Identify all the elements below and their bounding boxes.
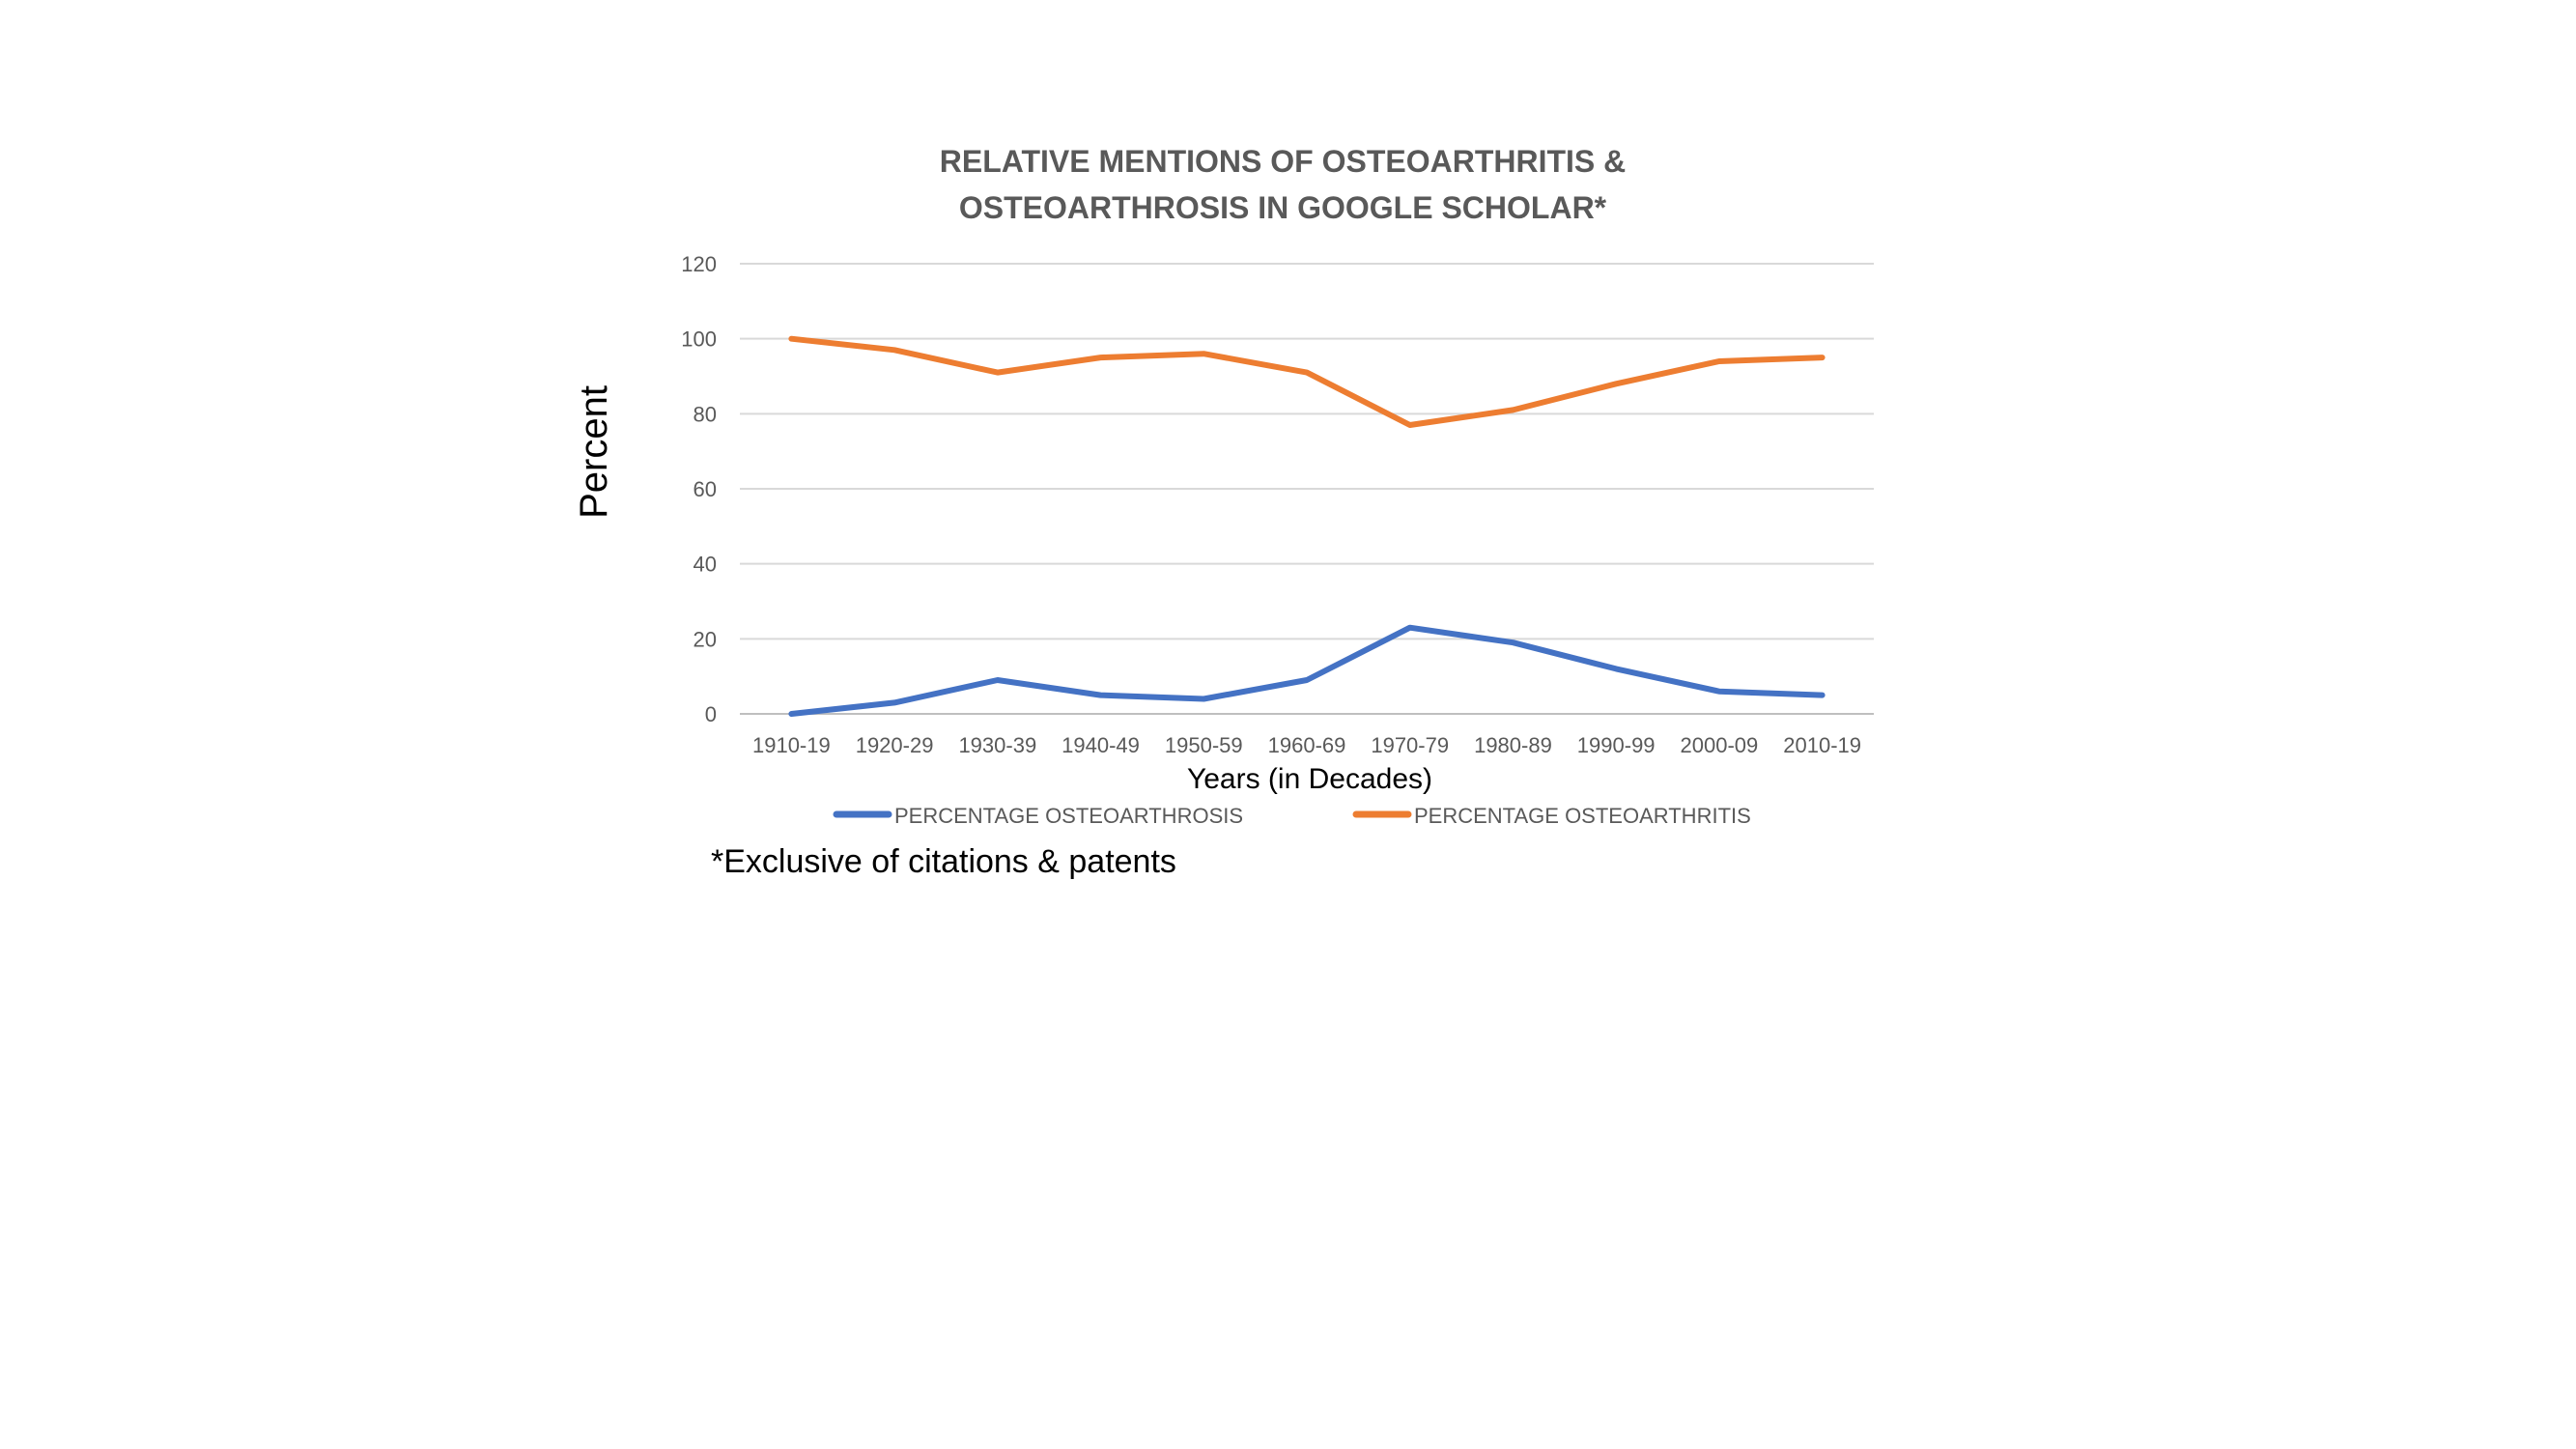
- x-tick-label: 2010-19: [1783, 733, 1861, 757]
- legend: PERCENTAGE OSTEOARTHROSIS PERCENTAGE OST…: [833, 804, 1751, 828]
- x-tick-label: 1950-59: [1165, 733, 1243, 757]
- y-tick-label: 0: [705, 702, 717, 726]
- y-tick-label: 80: [694, 402, 717, 426]
- legend-label-osteoarthrosis: PERCENTAGE OSTEOARTHROSIS: [894, 804, 1243, 828]
- chart-title-line-2: OSTEOARTHROSIS IN GOOGLE SCHOLAR*: [959, 190, 1607, 225]
- x-tick-label: 2000-09: [1681, 733, 1759, 757]
- y-tick-label: 100: [681, 327, 717, 352]
- x-tick-label: 1930-39: [958, 733, 1036, 757]
- y-axis-ticks: 0 20 40 60 80 100 120: [681, 252, 717, 726]
- gridlines: [740, 263, 1874, 715]
- series-lines: [788, 335, 1826, 717]
- chart-title-line-1: RELATIVE MENTIONS OF OSTEOARTHRITIS &: [940, 144, 1627, 179]
- series-line-1: [788, 335, 1826, 428]
- x-axis-title: Years (in Decades): [1187, 763, 1432, 795]
- y-tick-label: 120: [681, 252, 717, 276]
- x-tick-label: 1920-29: [856, 733, 934, 757]
- legend-label-osteoarthritis: PERCENTAGE OSTEOARTHRITIS: [1414, 804, 1751, 828]
- y-tick-label: 40: [694, 553, 717, 577]
- y-tick-label: 20: [694, 627, 717, 651]
- chart-footnote: *Exclusive of citations & patents: [711, 843, 1176, 880]
- x-tick-label: 1940-49: [1062, 733, 1140, 757]
- series-line-0: [788, 624, 1826, 717]
- x-tick-label: 1970-79: [1371, 733, 1449, 757]
- x-tick-label: 1960-69: [1268, 733, 1346, 757]
- x-tick-label: 1980-89: [1474, 733, 1552, 757]
- y-tick-label: 60: [694, 477, 717, 501]
- y-axis-title: Percent: [573, 385, 615, 519]
- x-tick-label: 1910-19: [752, 733, 831, 757]
- x-axis-ticks: 1910-19 1920-29 1930-39 1940-49 1950-59 1960-…: [752, 733, 1861, 757]
- x-tick-label: 1990-99: [1577, 733, 1656, 757]
